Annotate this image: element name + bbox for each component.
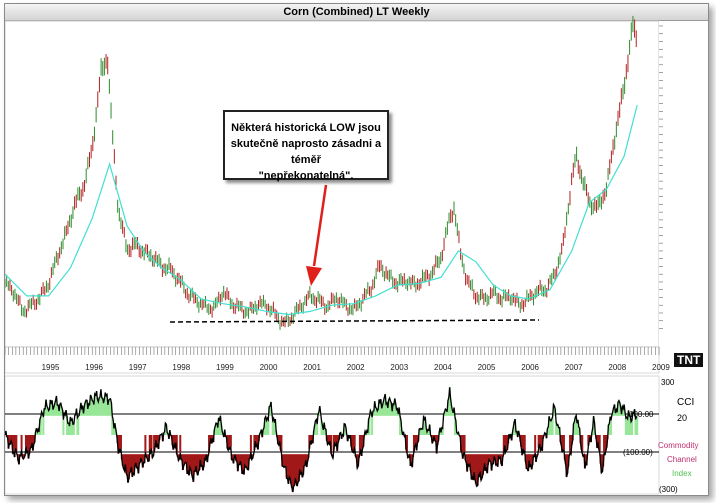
cci-legend-period: 20	[677, 413, 687, 423]
price-scale	[659, 21, 708, 347]
year-label: 2001	[303, 363, 321, 372]
annotation-line: "nepřekonatelná".	[258, 170, 354, 182]
arrow-head	[306, 266, 322, 286]
cci-legend-line3: Index	[672, 469, 692, 478]
cci-legend-line1: Commodity	[658, 441, 698, 450]
arrow-shaft	[312, 184, 328, 267]
chart-canvas: 1995 1996 1997 1998 1999 2000 2001 2002 2003 2004…	[5, 15, 708, 495]
year-label: 1998	[172, 363, 190, 372]
year-label: 2003	[390, 363, 408, 372]
cci-tick-label: (100.00)	[623, 448, 653, 457]
year-label: 1999	[216, 363, 234, 372]
year-label: 1996	[85, 363, 103, 372]
cci-tick-label: (300)	[659, 485, 678, 494]
year-label: 2007	[565, 363, 583, 372]
year-label: 2005	[478, 363, 496, 372]
cci-line	[5, 387, 638, 493]
annotation-line: Některá historická LOW jsou	[231, 122, 381, 134]
cci-tick-label: 100.00	[629, 410, 654, 419]
price-scale-ticks	[659, 25, 663, 329]
year-label: 1997	[129, 363, 147, 372]
year-labels: 1995 1996 1997 1998 1999 2000 2001 2002 2003 2004…	[42, 363, 671, 372]
year-label: 1995	[42, 363, 60, 372]
cci-legend-line2: Channel	[667, 455, 697, 464]
annotation-line: skutečně naprosto zásadni a téměř	[230, 138, 382, 166]
chart-window: Corn (Combined) LT Weekly 1995 1996 1997 19…	[4, 3, 709, 496]
cci-tick-label: 300	[661, 378, 675, 387]
price-panel	[5, 20, 660, 348]
year-label: 2004	[434, 363, 452, 372]
cci-legend-title: CCI	[677, 397, 694, 408]
year-label: 2008	[608, 363, 626, 372]
year-label: 2009	[652, 363, 670, 372]
year-label: 2000	[260, 363, 278, 372]
annotation-box: Některá historická LOW jsou skutečně nap…	[223, 110, 389, 182]
year-label: 2006	[521, 363, 539, 372]
moving-average-line	[5, 104, 638, 316]
tnt-logo: TNT	[674, 353, 704, 367]
time-axis-ticks	[5, 347, 660, 355]
support-line	[169, 319, 540, 323]
year-label: 2002	[347, 363, 365, 372]
